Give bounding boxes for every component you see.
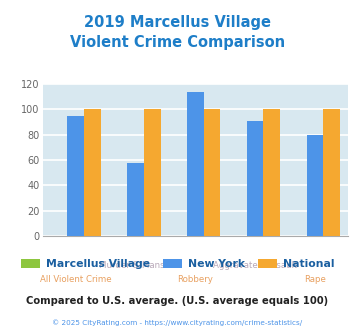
Bar <box>127 163 144 236</box>
Bar <box>307 135 323 236</box>
Text: 2019 Marcellus Village: 2019 Marcellus Village <box>84 15 271 30</box>
Bar <box>204 110 220 236</box>
Bar <box>247 121 263 236</box>
Bar <box>263 110 280 236</box>
Bar <box>67 116 84 236</box>
Text: © 2025 CityRating.com - https://www.cityrating.com/crime-statistics/: © 2025 CityRating.com - https://www.city… <box>53 319 302 326</box>
Text: Rape: Rape <box>304 275 326 284</box>
Bar <box>144 110 160 236</box>
Bar <box>84 110 101 236</box>
Text: Compared to U.S. average. (U.S. average equals 100): Compared to U.S. average. (U.S. average … <box>26 296 329 306</box>
Text: Robbery: Robbery <box>177 275 213 284</box>
Text: Murder & Mans...: Murder & Mans... <box>99 261 172 270</box>
Text: Violent Crime Comparison: Violent Crime Comparison <box>70 35 285 50</box>
Bar <box>323 110 340 236</box>
Bar <box>187 92 204 236</box>
Text: All Violent Crime: All Violent Crime <box>40 275 111 284</box>
Text: Aggravated Assault: Aggravated Assault <box>213 261 297 270</box>
Legend: Marcellus Village, New York, National: Marcellus Village, New York, National <box>21 259 334 269</box>
